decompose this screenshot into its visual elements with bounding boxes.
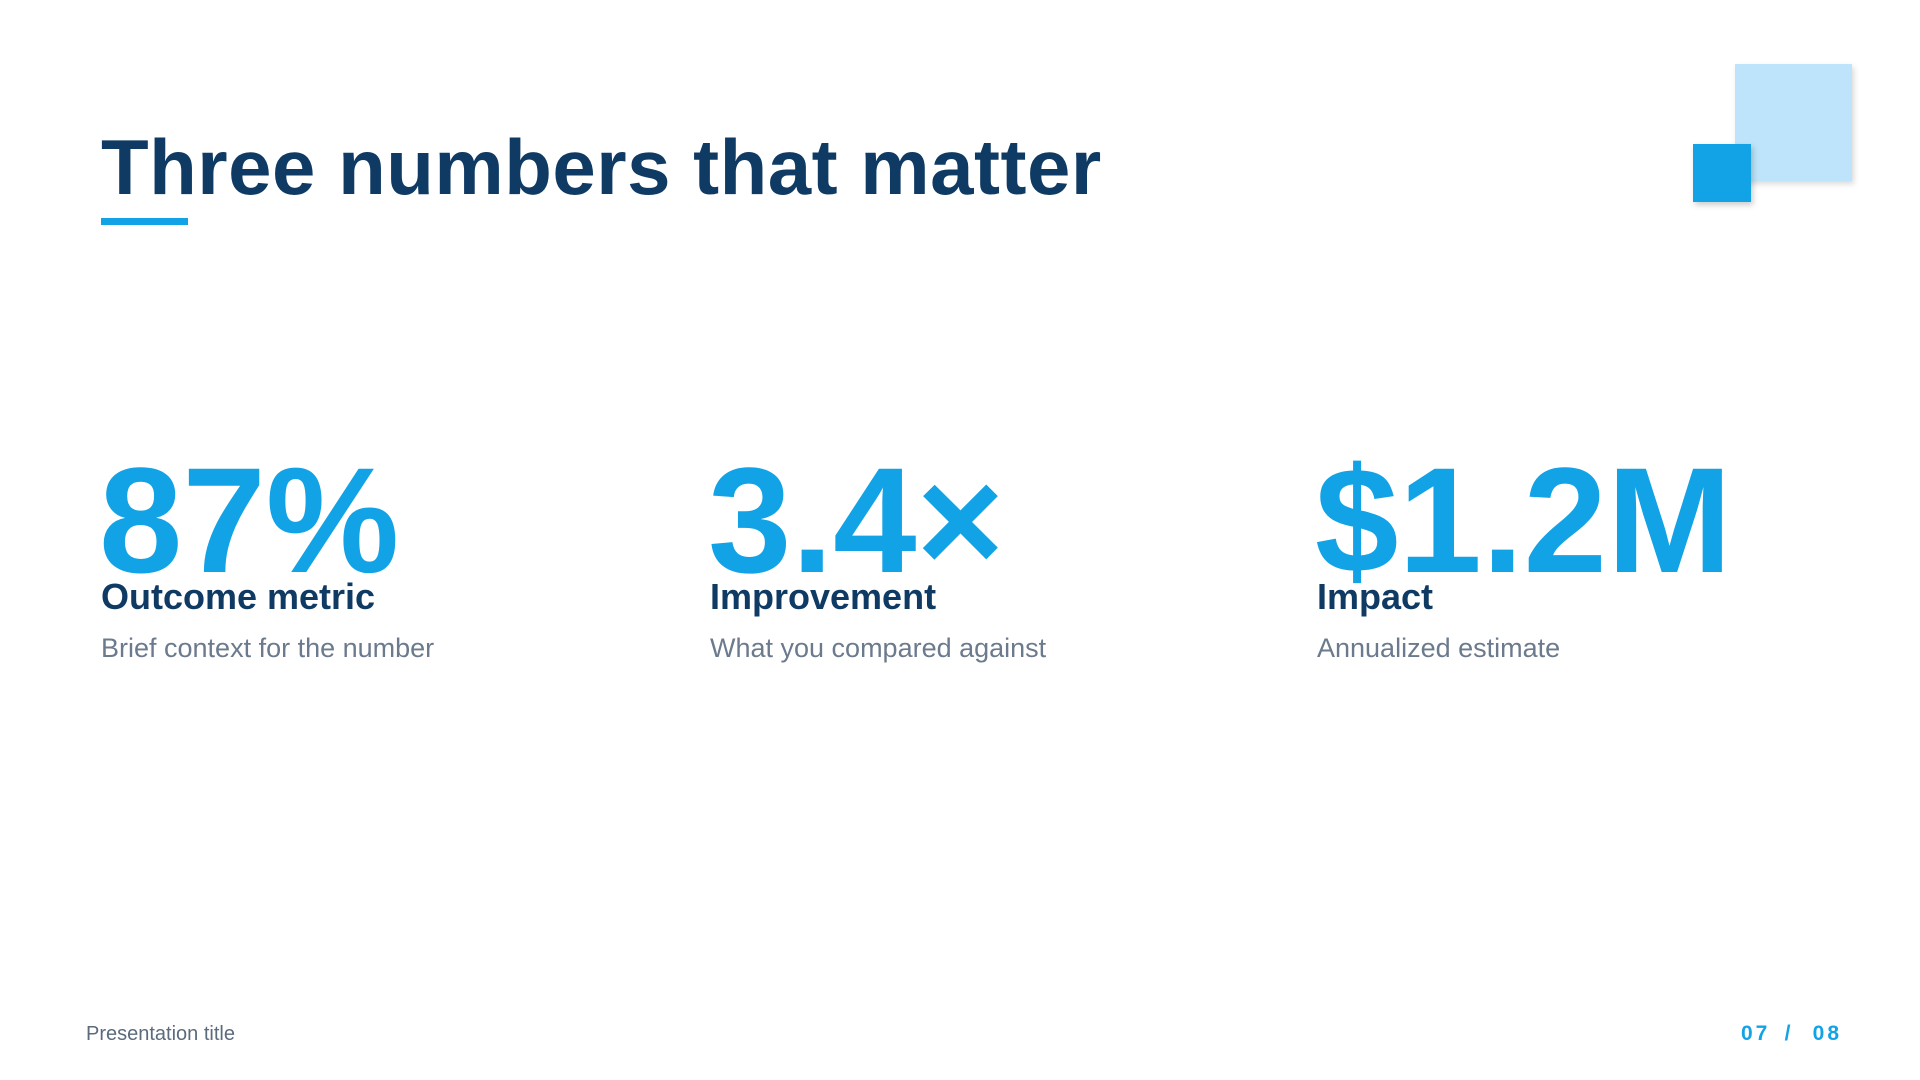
stat-label: Outcome metric bbox=[101, 576, 375, 617]
stat-value: 3.4× bbox=[708, 436, 1004, 604]
stat-context: What you compared against bbox=[710, 633, 1047, 663]
decor-square-light bbox=[1735, 64, 1852, 181]
stat-context: Brief context for the number bbox=[101, 633, 434, 663]
slide-title: Three numbers that matter bbox=[101, 123, 1102, 211]
footer-title: Presentation title bbox=[86, 1023, 235, 1045]
decor-square-blue bbox=[1693, 144, 1751, 202]
title-underline bbox=[101, 218, 188, 225]
page-total: 08 bbox=[1813, 1022, 1842, 1045]
stat-label: Improvement bbox=[710, 576, 936, 617]
stat-context: Annualized estimate bbox=[1317, 633, 1560, 663]
stats: 87%Outcome metric Brief context for the n… bbox=[99, 436, 1732, 663]
stat-value: $1.2M bbox=[1315, 436, 1732, 604]
page-separator: / bbox=[1785, 1022, 1794, 1045]
stat-value: 87% bbox=[99, 436, 399, 604]
stat-label: Impact bbox=[1317, 576, 1433, 617]
page-number: 07 bbox=[1741, 1022, 1770, 1045]
